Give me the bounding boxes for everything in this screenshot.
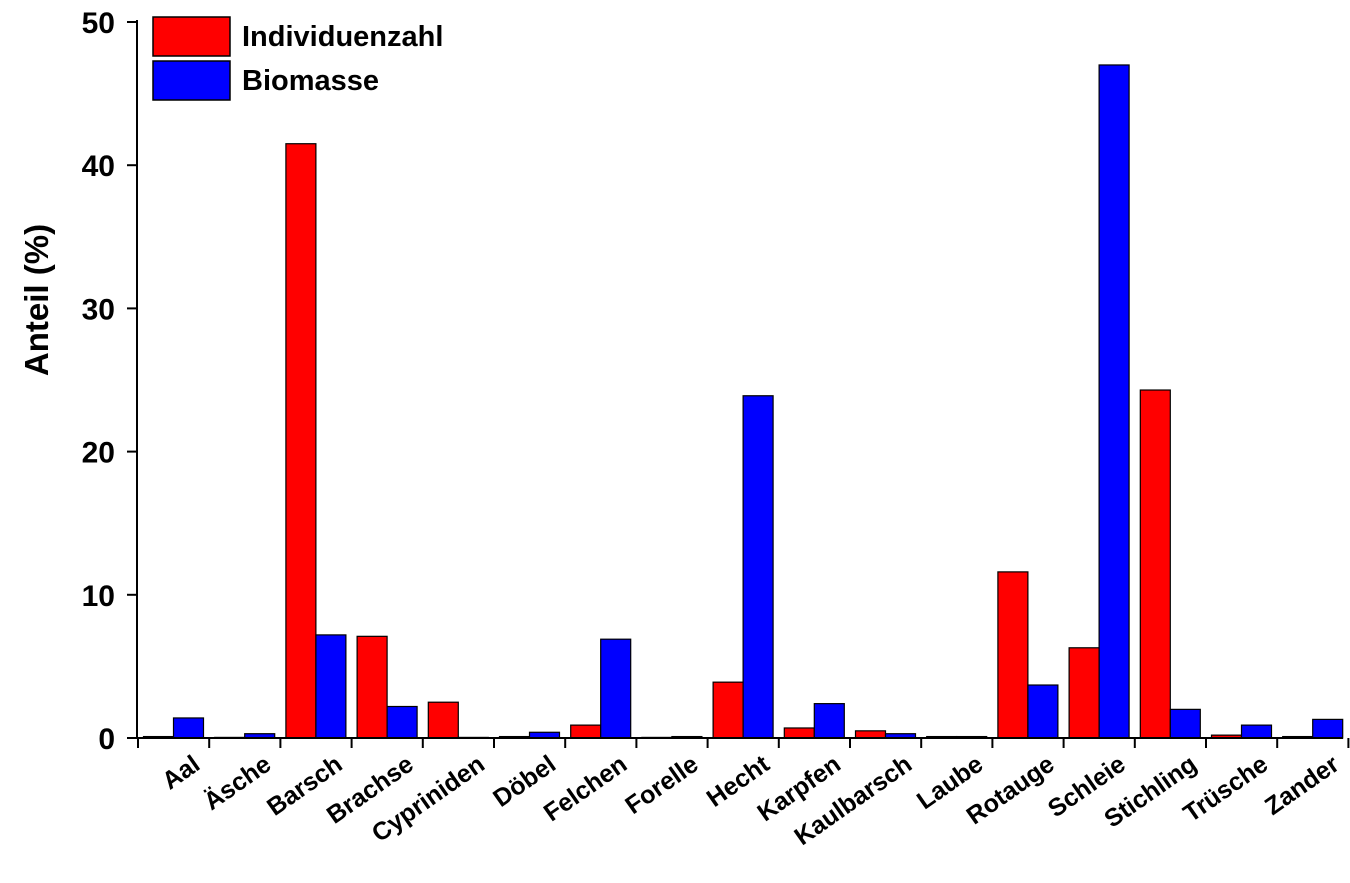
- bar-biomasse-barsch: [315, 634, 347, 739]
- bar-biomasse-rotauge: [1027, 684, 1059, 739]
- x-tick-label-forelle: Forelle: [620, 750, 703, 820]
- bars-group: [142, 64, 1344, 739]
- bar-biomasse-zander: [1312, 718, 1344, 739]
- legend-label-biomasse: Biomasse: [242, 65, 379, 97]
- bar-biomasse-stichling: [1169, 708, 1201, 739]
- bar-biomasse-brachse: [386, 705, 418, 739]
- x-tick-label-aal: Aal: [157, 750, 205, 795]
- y-tick-label-50: 50: [82, 7, 115, 40]
- y-tick-label-10: 10: [82, 580, 115, 613]
- x-tick-label-äsche: Äsche: [199, 750, 277, 816]
- bar-biomasse-trüsche: [1240, 724, 1273, 739]
- bar-individuenzahl-kaulbarsch: [854, 730, 887, 739]
- bar-individuenzahl-rotauge: [997, 571, 1029, 739]
- bar-individuenzahl-hecht: [712, 681, 744, 739]
- bar-individuenzahl-cypriniden: [427, 701, 459, 739]
- bar-individuenzahl-schleie: [1068, 647, 1100, 739]
- bar-individuenzahl-karpfen: [783, 727, 815, 739]
- bar-individuenzahl-barsch: [285, 143, 317, 739]
- legend-swatch-biomasse: [152, 60, 231, 101]
- y-tick-label-30: 30: [82, 293, 115, 326]
- legend: Individuenzahl Biomasse: [152, 16, 443, 101]
- y-tick-label-40: 40: [82, 150, 115, 183]
- x-tick-label-zander: Zander: [1260, 750, 1345, 821]
- legend-swatch-individuenzahl: [152, 16, 231, 57]
- legend-label-individuenzahl: Individuenzahl: [242, 21, 443, 53]
- bar-individuenzahl-brachse: [356, 635, 388, 739]
- bar-individuenzahl-stichling: [1139, 389, 1171, 739]
- bar-biomasse-karpfen: [813, 703, 845, 739]
- bar-biomasse-aal: [172, 717, 205, 739]
- y-axis-title: Anteil (%): [18, 224, 55, 376]
- bar-biomasse-hecht: [742, 395, 774, 739]
- bar-individuenzahl-felchen: [570, 724, 602, 739]
- bar-biomasse-felchen: [600, 638, 632, 739]
- y-tick-label-0: 0: [98, 723, 115, 756]
- bar-biomasse-schleie: [1098, 64, 1130, 739]
- y-tick-label-20: 20: [82, 437, 115, 470]
